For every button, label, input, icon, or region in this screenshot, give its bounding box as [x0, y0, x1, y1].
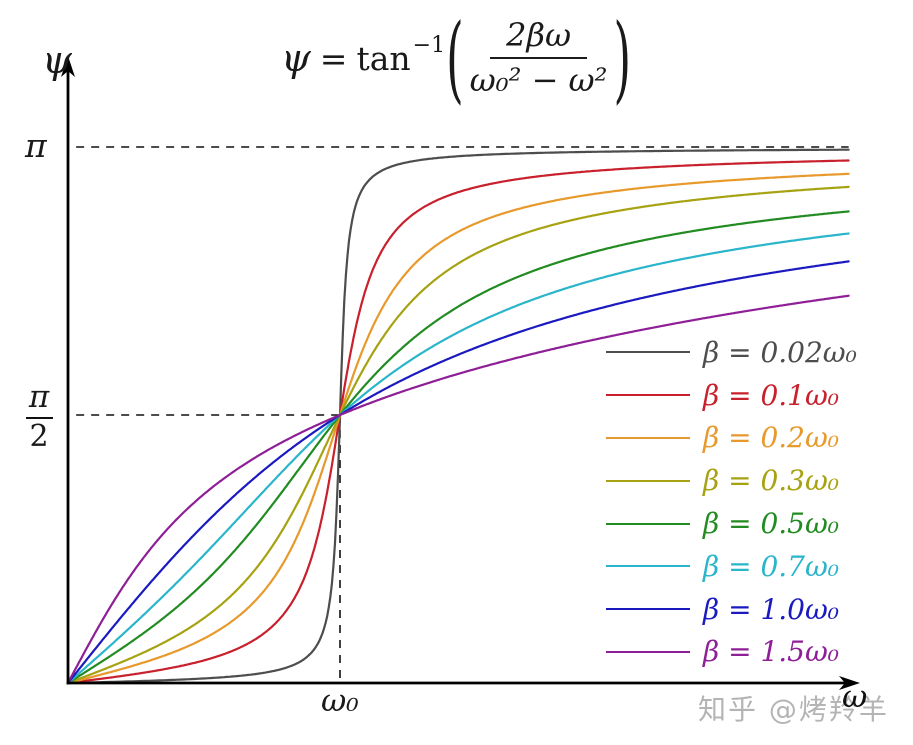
curve-beta-0.3	[66, 185, 850, 685]
legend-item: β = 0.5ω₀	[606, 502, 857, 545]
y-tick-pi: π	[25, 126, 47, 165]
legend-line-sample	[606, 608, 690, 611]
curve-beta-0.02	[66, 148, 850, 685]
legend-line-sample	[606, 479, 690, 482]
legend-item: β = 0.2ω₀	[606, 417, 857, 460]
curve-beta-0.1	[66, 159, 850, 685]
legend-item: β = 1.0ω₀	[606, 588, 857, 631]
curve-beta-1	[66, 260, 850, 685]
legend-line-sample	[606, 436, 690, 439]
x-tick-omega0: ω₀	[321, 683, 359, 719]
y-tick-pi-over-2-denominator: 2	[29, 419, 49, 454]
watermark: 知乎 @烤羚羊	[698, 693, 889, 726]
legend-item: β = 1.5ω₀	[606, 631, 857, 674]
legend-label: β = 0.3ω₀	[703, 464, 840, 498]
plot-title: ψ = tan −1 ( 2βω ω₀² − ω² )	[0, 6, 913, 110]
legend-label: β = 0.1ω₀	[703, 378, 840, 412]
title-exponent: −1	[412, 32, 446, 58]
y-axis-arrowhead	[61, 56, 75, 77]
y-tick-pi-over-2-numerator: π	[28, 379, 50, 415]
legend-line-sample	[606, 394, 690, 397]
legend-label: β = 0.02ω₀	[703, 335, 857, 369]
fraction-bar	[25, 417, 53, 419]
curve-beta-1.5	[66, 294, 850, 685]
legend-line-sample	[606, 351, 690, 354]
x-axis-arrowhead	[839, 676, 860, 690]
legend-line-sample	[606, 650, 690, 653]
legend-label: β = 0.2ω₀	[703, 421, 840, 455]
title-numerator: 2βω	[490, 17, 588, 59]
title-fraction: 2βω ω₀² − ω²	[469, 17, 608, 99]
y-axis-label: ψ	[42, 38, 72, 82]
title-psi: ψ	[280, 36, 311, 80]
legend-label: β = 1.0ω₀	[703, 592, 840, 626]
legend: β = 0.02ω₀ β = 0.1ω₀ β = 0.2ω₀ β = 0.3ω₀ β =…	[606, 331, 857, 673]
legend-label: β = 0.5ω₀	[703, 507, 840, 541]
title-equals: =	[319, 38, 348, 78]
title-arctan: tan	[356, 38, 411, 78]
title-denominator: ω₀² − ω²	[469, 61, 608, 99]
legend-item: β = 0.1ω₀	[606, 374, 857, 417]
legend-label: β = 1.5ω₀	[703, 635, 840, 669]
curve-beta-0.2	[66, 172, 850, 685]
legend-label: β = 0.7ω₀	[703, 549, 840, 583]
curve-beta-0.7	[66, 232, 850, 685]
legend-item: β = 0.3ω₀	[606, 459, 857, 502]
y-tick-pi-over-2: π 2	[20, 382, 58, 453]
curve-beta-0.5	[66, 210, 850, 685]
title-open-paren: (	[446, 2, 464, 114]
legend-item: β = 0.02ω₀	[606, 331, 857, 374]
title-close-paren: )	[613, 2, 632, 114]
legend-line-sample	[606, 522, 690, 525]
legend-item: β = 0.7ω₀	[606, 545, 857, 588]
x-axis-label: ω	[842, 679, 868, 715]
legend-line-sample	[606, 565, 690, 568]
